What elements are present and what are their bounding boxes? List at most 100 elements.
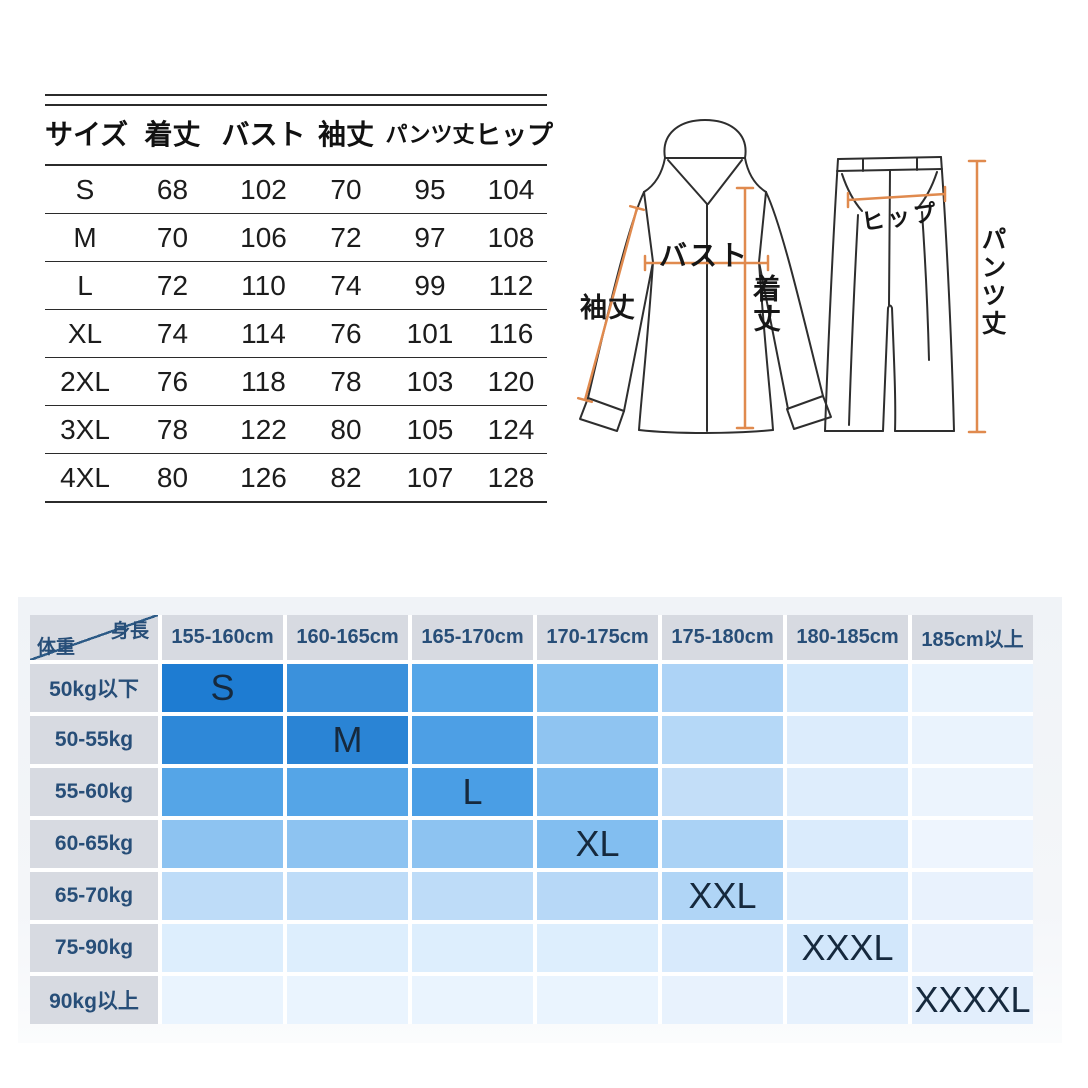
size-zone-cell bbox=[412, 872, 533, 920]
size-zone-cell bbox=[787, 820, 908, 868]
fly-line bbox=[888, 170, 891, 306]
size-cell: 80 bbox=[125, 453, 220, 503]
size-cell: 112 bbox=[475, 261, 547, 310]
corner-weight-label: 体重 bbox=[37, 637, 76, 658]
size-cell: 104 bbox=[475, 165, 547, 214]
size-cell: 106 bbox=[220, 213, 307, 262]
pants-drawing bbox=[824, 156, 955, 432]
size-zone-cell bbox=[412, 924, 533, 972]
weight-row-header: 90kg以上 bbox=[30, 976, 158, 1024]
height-column-header: 185cm以上 bbox=[912, 615, 1033, 660]
size-col-header: 袖丈 bbox=[307, 102, 385, 166]
height-column-header: 180-185cm bbox=[787, 615, 908, 660]
size-cell: 3XL bbox=[45, 405, 125, 454]
size-cell: 82 bbox=[307, 453, 385, 503]
size-zone-cell bbox=[662, 976, 783, 1024]
size-cell: 2XL bbox=[45, 357, 125, 406]
size-zone-cell bbox=[537, 716, 658, 764]
garment-line-art bbox=[576, 119, 987, 434]
size-zone-cell bbox=[912, 664, 1033, 712]
size-cell: XL bbox=[45, 309, 125, 358]
size-cell: 128 bbox=[475, 453, 547, 503]
size-zone-cell bbox=[662, 664, 783, 712]
size-cell: 120 bbox=[475, 357, 547, 406]
size-zone-cell bbox=[412, 664, 533, 712]
size-zone-cell bbox=[787, 976, 908, 1024]
measurement-lines bbox=[576, 159, 987, 434]
size-table-row: 4XL 80 126 82 107 128 bbox=[45, 453, 547, 503]
hood-neck bbox=[643, 157, 767, 193]
size-zone-cell bbox=[787, 872, 908, 920]
size-zone-cell bbox=[287, 768, 408, 816]
size-cell: 116 bbox=[475, 309, 547, 358]
size-zone-cell-s: S bbox=[162, 664, 283, 712]
jacket-drawing bbox=[579, 119, 832, 434]
crease-lines bbox=[848, 211, 930, 426]
torso-right-edge bbox=[758, 191, 774, 431]
pants-right-outer bbox=[940, 156, 955, 432]
size-zone-cell bbox=[287, 872, 408, 920]
inner-seams bbox=[882, 304, 897, 432]
size-cell: 80 bbox=[307, 405, 385, 454]
hip-measure-line bbox=[846, 185, 947, 209]
hood-outline bbox=[663, 119, 747, 159]
size-zone-cell-m: M bbox=[287, 716, 408, 764]
size-col-header: バスト bbox=[220, 102, 307, 166]
size-table-row: S 68 102 70 95 104 bbox=[45, 165, 547, 214]
size-zone-cell bbox=[662, 820, 783, 868]
length-label: 着丈 bbox=[750, 274, 781, 334]
size-zone-cell bbox=[537, 924, 658, 972]
size-zone-cell bbox=[912, 924, 1033, 972]
size-spec-table: サイズ 着丈 バスト 袖丈 パンツ丈 ヒップ S 68 102 70 95 104 M 70 106 72 9… bbox=[45, 102, 553, 503]
size-zone-cell bbox=[537, 872, 658, 920]
height-column-header: 170-175cm bbox=[537, 615, 658, 660]
size-cell: L bbox=[45, 261, 125, 310]
size-zone-cell-xl: XL bbox=[537, 820, 658, 868]
size-zone-cell bbox=[162, 924, 283, 972]
size-table-row: 3XL 78 122 80 105 124 bbox=[45, 405, 547, 454]
corner-height-label: 身長 bbox=[110, 621, 149, 642]
size-zone-cell bbox=[287, 664, 408, 712]
size-table-row: XL 74 114 76 101 116 bbox=[45, 309, 547, 358]
matrix-corner-cell: 身長体重 bbox=[30, 615, 158, 660]
size-zone-cell bbox=[787, 716, 908, 764]
size-cell: 70 bbox=[307, 165, 385, 214]
size-zone-cell bbox=[162, 768, 283, 816]
size-zone-cell bbox=[412, 976, 533, 1024]
size-cell: 95 bbox=[385, 165, 475, 214]
height-column-header: 155-160cm bbox=[162, 615, 283, 660]
size-zone-cell bbox=[537, 768, 658, 816]
size-col-header: サイズ bbox=[45, 102, 128, 166]
size-cell: 97 bbox=[385, 213, 475, 262]
belt-loops bbox=[862, 157, 918, 172]
size-cell: 108 bbox=[475, 213, 547, 262]
size-zone-cell bbox=[537, 664, 658, 712]
size-cell: 4XL bbox=[45, 453, 125, 503]
size-zone-cell bbox=[912, 716, 1033, 764]
size-col-header: 着丈 bbox=[125, 102, 220, 166]
right-cuff bbox=[786, 395, 832, 430]
size-zone-cell bbox=[162, 976, 283, 1024]
sleeve-label: 袖丈 bbox=[580, 293, 636, 323]
height-column-header: 160-165cm bbox=[287, 615, 408, 660]
weight-row-header: 75-90kg bbox=[30, 924, 158, 972]
size-cell: 101 bbox=[385, 309, 475, 358]
size-cell: 103 bbox=[385, 357, 475, 406]
size-cell: M bbox=[45, 213, 125, 262]
size-cell: 105 bbox=[385, 405, 475, 454]
size-col-header: ヒップ bbox=[475, 102, 553, 166]
garment-measure-diagram: バスト 着丈 袖丈 ヒップ パンツ丈 bbox=[575, 100, 1075, 475]
size-table-header-row: サイズ 着丈 バスト 袖丈 パンツ丈 ヒップ bbox=[45, 102, 553, 166]
size-cell: 72 bbox=[125, 261, 220, 310]
size-zone-cell-xxxl: XXXL bbox=[787, 924, 908, 972]
left-cuff bbox=[579, 397, 625, 432]
height-column-header: 165-170cm bbox=[412, 615, 533, 660]
torso-left-edge bbox=[638, 191, 654, 431]
size-zone-cell bbox=[287, 924, 408, 972]
weight-row-header: 50-55kg bbox=[30, 716, 158, 764]
size-zone-cell bbox=[412, 820, 533, 868]
height-column-header: 175-180cm bbox=[662, 615, 783, 660]
size-cell: 72 bbox=[307, 213, 385, 262]
fit-matrix: 身長 体重 155-160cm 160-165cm 165-170cm 170-175cm… bbox=[30, 615, 1033, 1024]
size-zone-cell bbox=[912, 820, 1033, 868]
